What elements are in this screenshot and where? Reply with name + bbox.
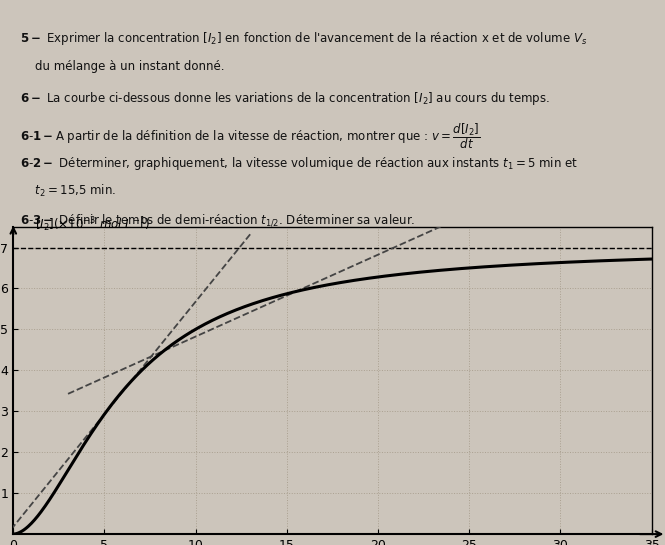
Text: $\bf{6\text{-}3-}$ Définir le temps de demi-réaction $t_{1/2}$. Déterminer sa va: $\bf{6\text{-}3-}$ Définir le temps de d…	[20, 213, 415, 229]
Text: $\bf{6\text{-}2-}$ Déterminer, graphiquement, la vitesse volumique de réaction a: $\bf{6\text{-}2-}$ Déterminer, graphique…	[20, 155, 578, 172]
Text: $\bf{6-}$ La courbe ci-dessous donne les variations de la concentration $[I_2]$ : $\bf{6-}$ La courbe ci-dessous donne les…	[20, 89, 550, 107]
Text: $\bf{6\text{-}1-}$A partir de la définition de la vitesse de réaction, montrer q: $\bf{6\text{-}1-}$A partir de la définit…	[20, 122, 480, 151]
Text: $\bf{5-}$ Exprimer la concentration $[I_2]$ en fonction de l'avancement de la ré: $\bf{5-}$ Exprimer la concentration $[I_…	[20, 30, 587, 47]
Text: $[I_2](\times 10^{-3}\ \mathit{mol}\ L^{-1})$: $[I_2](\times 10^{-3}\ \mathit{mol}\ L^{…	[35, 216, 150, 234]
Text: $t_2=15{,}5$ min.: $t_2=15{,}5$ min.	[20, 183, 116, 199]
Text: du mélange à un instant donné.: du mélange à un instant donné.	[20, 60, 224, 73]
